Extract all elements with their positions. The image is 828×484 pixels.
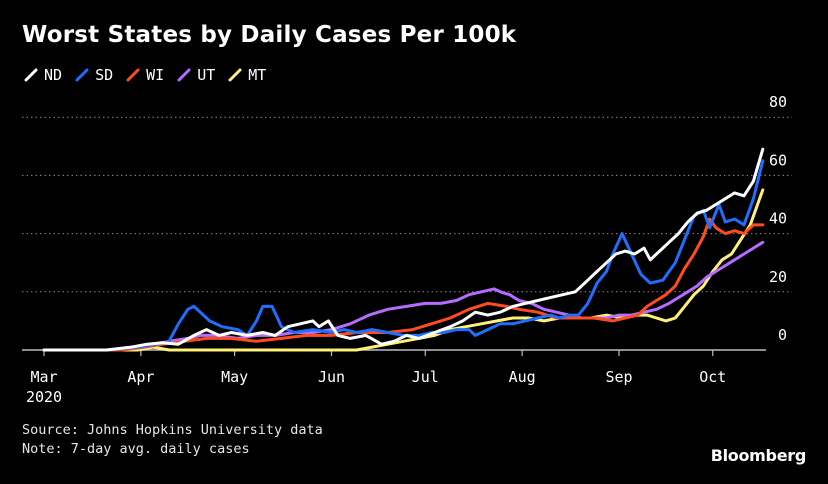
legend-item-nd: ND — [24, 66, 62, 84]
y-tick-label-20: 20 — [769, 268, 787, 286]
legend-label-sd: SD — [95, 66, 114, 84]
x-tick-label-mar: Mar — [30, 368, 57, 386]
x-tick-label-sep: Sep — [605, 368, 632, 386]
series-line-sd — [42, 159, 765, 352]
x-tick-label-apr: Apr — [127, 368, 154, 386]
legend-swatch-ut — [177, 68, 191, 82]
legend-label-mt: MT — [248, 66, 267, 84]
y-tick-label-80: 80 — [769, 93, 787, 111]
legend-label-nd: ND — [44, 66, 63, 84]
legend-swatch-nd — [24, 68, 38, 82]
series-line-ut — [42, 240, 765, 352]
series-line-mt — [42, 188, 765, 352]
x-tick-label-oct: Oct — [699, 368, 726, 386]
y-tick-label-40: 40 — [769, 210, 787, 228]
x-tick-label-may: May — [221, 368, 248, 386]
chart-plot: 0 20 40 60 80 Mar 2020 Apr May Jun Jul Aug Sep Oct — [22, 93, 792, 406]
x-tick-label-aug: Aug — [509, 368, 536, 386]
x-tick-label-jun: Jun — [318, 368, 345, 386]
series-line-wi — [42, 217, 765, 352]
legend-item-ut: UT — [177, 66, 215, 84]
legend-label-wi: WI — [146, 66, 165, 84]
legend-label-ut: UT — [197, 66, 216, 84]
y-tick-label-0: 0 — [778, 326, 787, 344]
footer-notes: Source: Johns Hopkins University data No… — [22, 421, 323, 459]
legend-item-sd: SD — [75, 66, 113, 84]
legend-swatch-wi — [126, 68, 140, 82]
legend-swatch-sd — [75, 68, 89, 82]
legend-item-wi: WI — [126, 66, 164, 84]
legend: ND SD WI UT MT — [24, 65, 279, 85]
source-note: Source: Johns Hopkins University data — [22, 422, 323, 438]
legend-swatch-mt — [228, 68, 242, 82]
brand-logo: Bloomberg — [710, 446, 807, 465]
chart-title: Worst States by Daily Cases Per 100k — [22, 22, 517, 48]
y-tick-label-60: 60 — [769, 151, 787, 169]
series-line-nd — [42, 147, 765, 352]
x-tick-year-label: 2020 — [26, 388, 62, 406]
x-tick-label-jul: Jul — [412, 368, 439, 386]
legend-item-mt: MT — [228, 66, 266, 84]
method-note: Note: 7-day avg. daily cases — [22, 441, 250, 457]
